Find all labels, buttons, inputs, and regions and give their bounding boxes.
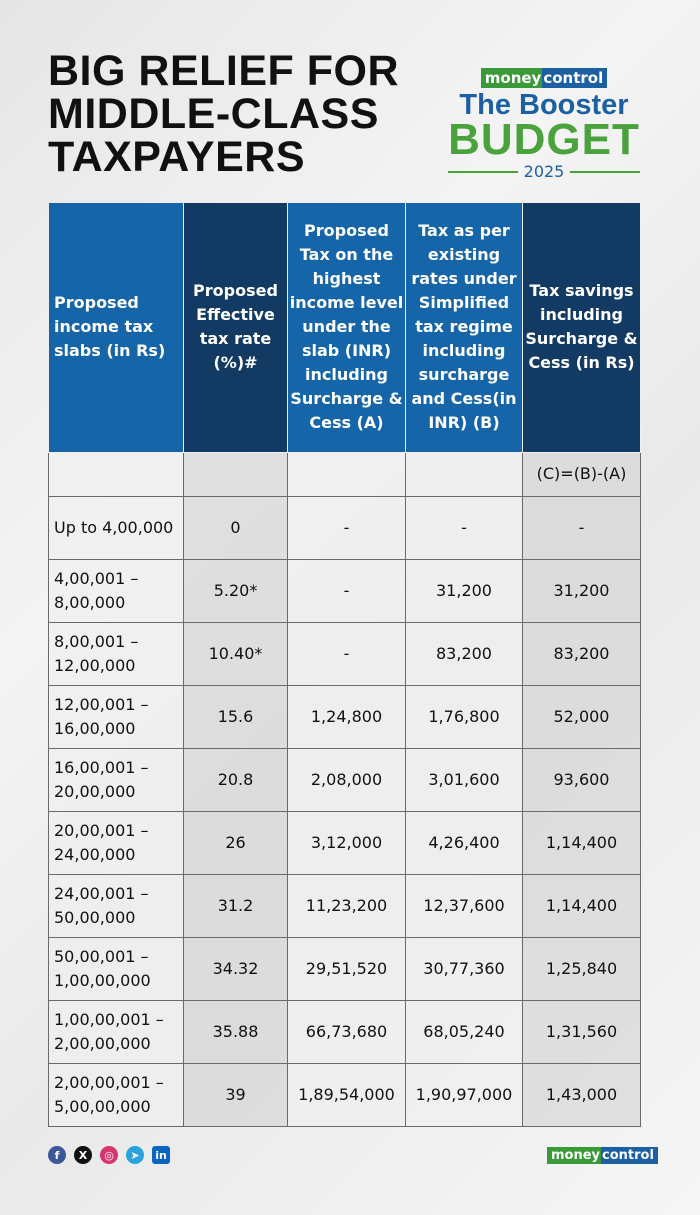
table-cell: 8,00,001 – 12,00,000 xyxy=(48,621,184,686)
table-row: 4,00,001 – 8,00,000 5.20* -31,200 31,200 xyxy=(48,558,641,623)
table-cell: - xyxy=(522,495,641,560)
table-cell: 35.88 xyxy=(183,999,288,1064)
booster-budget-logo: money control The Booster BUDGET 2025 xyxy=(448,68,640,181)
logo-year: 2025 xyxy=(448,162,640,181)
logo-line1: The Booster xyxy=(459,89,629,121)
table-cell: 50,00,001 – 1,00,00,000 xyxy=(48,936,184,1001)
table-cell: 1,76,800 xyxy=(405,684,523,749)
table-cell: 3,12,000 xyxy=(287,810,406,875)
social-icons: f X ◎ ➤ in xyxy=(48,1146,170,1164)
subheader-row: (C)=(B)-(A) xyxy=(48,451,641,497)
table-cell: 39 xyxy=(183,1062,288,1127)
table-cell: - xyxy=(405,495,523,560)
brand-a: money xyxy=(547,1147,602,1164)
table-cell: 1,25,840 xyxy=(522,936,641,1001)
table-row: 20,00,001 – 24,00,000 26 3,12,000 4,26,400 1… xyxy=(48,810,641,875)
table-cell: 12,37,600 xyxy=(405,873,523,938)
table-cell: 1,43,000 xyxy=(522,1062,641,1127)
table-cell: 3,01,600 xyxy=(405,747,523,812)
table-cell: 31.2 xyxy=(183,873,288,938)
table-cell: 1,90,97,000 xyxy=(405,1062,523,1127)
table-cell: 31,200 xyxy=(522,558,641,623)
table-cell: 30,77,360 xyxy=(405,936,523,1001)
instagram-icon[interactable]: ◎ xyxy=(100,1146,118,1164)
header-row: Proposed income tax slabs (in Rs) Propose… xyxy=(48,203,641,453)
table-cell: 15.6 xyxy=(183,684,288,749)
table-cell: 34.32 xyxy=(183,936,288,1001)
column-header: Proposed income tax slabs (in Rs) xyxy=(48,203,184,453)
table-cell: 2,08,000 xyxy=(287,747,406,812)
table-cell xyxy=(48,451,184,497)
table-cell: Up to 4,00,000 xyxy=(48,495,184,560)
table-row: 16,00,001 – 20,00,000 20.8 2,08,000 3,01,60… xyxy=(48,747,641,812)
table-cell: 0 xyxy=(183,495,288,560)
table-cell: 10.40* xyxy=(183,621,288,686)
footer-moneycontrol-logo: money control xyxy=(547,1147,658,1164)
table-cell: 1,14,400 xyxy=(522,810,641,875)
table-cell: - xyxy=(287,558,406,623)
table-cell: (C)=(B)-(A) xyxy=(522,451,641,497)
table-cell: 4,00,001 – 8,00,000 xyxy=(48,558,184,623)
table-cell: 1,31,560 xyxy=(522,999,641,1064)
title-line: TAXPAYERS xyxy=(48,133,305,181)
x-icon[interactable]: X xyxy=(74,1146,92,1164)
brand-b: control xyxy=(542,68,608,88)
table-row: 2,00,00,001 – 5,00,00,000 39 1,89,54,000 1,… xyxy=(48,1062,641,1127)
table-cell: 83,200 xyxy=(405,621,523,686)
column-header: Tax savings including Surcharge & Cess (… xyxy=(522,203,641,453)
table-row: 8,00,001 – 12,00,000 10.40* -83,200 83,200 xyxy=(48,621,641,686)
table-cell: 93,600 xyxy=(522,747,641,812)
table-cell xyxy=(287,451,406,497)
table-cell: 5.20* xyxy=(183,558,288,623)
page-title: BIG RELIEF FOR MIDDLE-CLASS TAXPAYERS xyxy=(48,50,399,179)
table-cell: 26 xyxy=(183,810,288,875)
table-row: 50,00,001 – 1,00,00,000 34.32 29,51,520 30,… xyxy=(48,936,641,1001)
logo-line2: BUDGET xyxy=(448,115,640,164)
table-row: 1,00,00,001 – 2,00,00,000 35.88 66,73,680 6… xyxy=(48,999,641,1064)
table-cell: 20.8 xyxy=(183,747,288,812)
table-cell: 1,24,800 xyxy=(287,684,406,749)
table-cell: 1,00,00,001 – 2,00,00,000 xyxy=(48,999,184,1064)
table-row: Up to 4,00,000 0- - - xyxy=(48,495,641,560)
column-header: Tax as per existing rates under Simplifi… xyxy=(405,203,523,453)
table-cell: 29,51,520 xyxy=(287,936,406,1001)
table-cell: 20,00,001 – 24,00,000 xyxy=(48,810,184,875)
column-header: Proposed Effective tax rate (%)# xyxy=(183,203,288,453)
table-cell: 1,89,54,000 xyxy=(287,1062,406,1127)
table-cell: 52,000 xyxy=(522,684,641,749)
table-cell: 11,23,200 xyxy=(287,873,406,938)
table-cell xyxy=(405,451,523,497)
table-cell: 16,00,001 – 20,00,000 xyxy=(48,747,184,812)
table-cell: 66,73,680 xyxy=(287,999,406,1064)
table-cell: 12,00,001 – 16,00,000 xyxy=(48,684,184,749)
table-cell: 1,14,400 xyxy=(522,873,641,938)
table-row: 12,00,001 – 16,00,000 15.6 1,24,800 1,76,80… xyxy=(48,684,641,749)
table-cell: 4,26,400 xyxy=(405,810,523,875)
brand-a: money xyxy=(480,68,543,88)
table-cell: 83,200 xyxy=(522,621,641,686)
table-cell: 31,200 xyxy=(405,558,523,623)
linkedin-icon[interactable]: in xyxy=(152,1146,170,1164)
title-line: BIG RELIEF FOR xyxy=(48,47,399,95)
telegram-icon[interactable]: ➤ xyxy=(126,1146,144,1164)
facebook-icon[interactable]: f xyxy=(48,1146,66,1164)
table-cell: 2,00,00,001 – 5,00,00,000 xyxy=(48,1062,184,1127)
column-header: Proposed Tax on the highest income level… xyxy=(287,203,406,453)
title-line: MIDDLE-CLASS xyxy=(48,90,379,138)
table-cell: 24,00,001 – 50,00,000 xyxy=(48,873,184,938)
table-row: 24,00,001 – 50,00,000 31.2 11,23,200 12,37,… xyxy=(48,873,641,938)
table-cell: 68,05,240 xyxy=(405,999,523,1064)
moneycontrol-logo: money control xyxy=(480,68,608,88)
table-cell: - xyxy=(287,621,406,686)
table-cell: - xyxy=(287,495,406,560)
brand-b: control xyxy=(601,1147,658,1164)
tax-table: Proposed income tax slabs (in Rs) Propose… xyxy=(48,203,641,1127)
table-cell xyxy=(183,451,288,497)
year-text: 2025 xyxy=(523,162,565,181)
